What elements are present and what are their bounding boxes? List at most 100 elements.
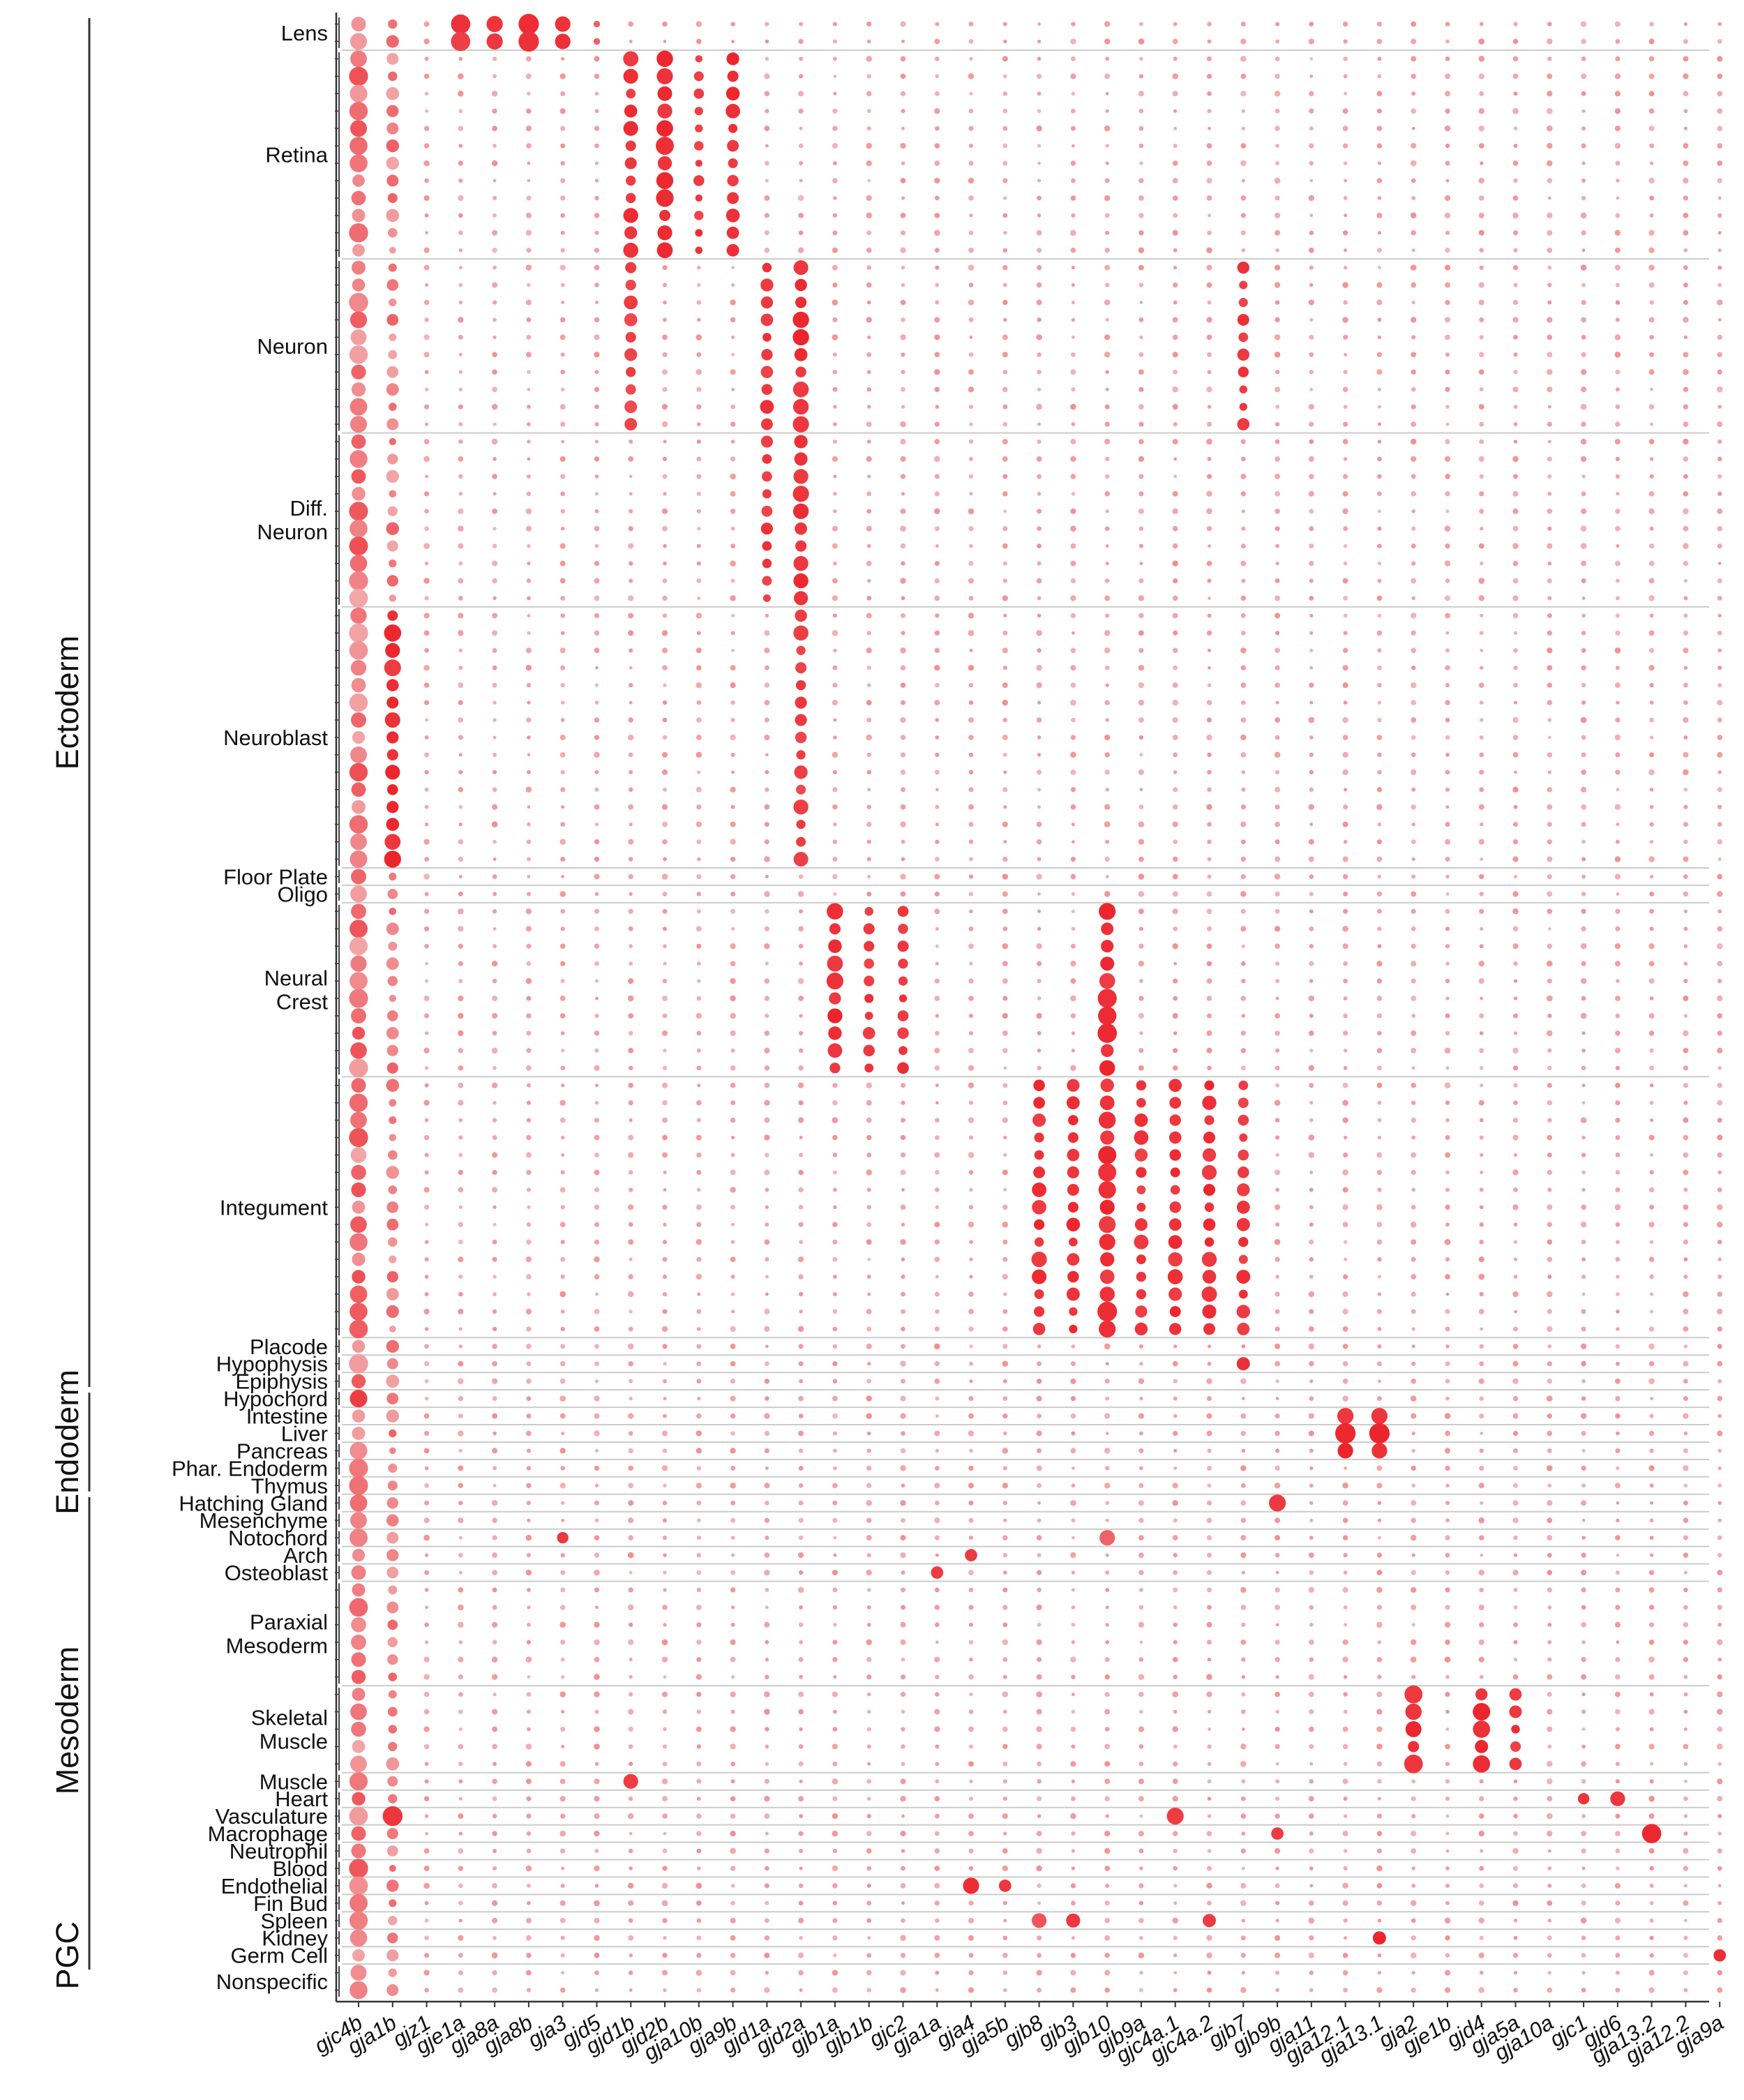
dot-mark [1138, 1621, 1145, 1628]
dot-mark [1275, 891, 1280, 897]
dot-mark [1037, 369, 1042, 375]
dot-mark [696, 1744, 702, 1749]
dot-mark [594, 1726, 600, 1732]
dot-mark [559, 1378, 566, 1384]
dot-mark [1411, 1135, 1416, 1140]
dot-mark [1066, 1913, 1081, 1928]
dot-mark [387, 1619, 398, 1630]
dot-mark [1309, 179, 1314, 183]
dot-mark [1138, 143, 1144, 149]
dot-mark [458, 700, 463, 705]
dot-mark [1376, 178, 1383, 183]
dot-mark [696, 943, 702, 949]
dot-mark [560, 665, 566, 670]
dot-mark [1445, 978, 1450, 984]
dot-mark [1037, 1413, 1042, 1418]
dot-mark [900, 1552, 906, 1559]
dot-mark [629, 39, 633, 44]
dot-mark [1037, 1935, 1042, 1941]
dot-mark [1037, 492, 1042, 496]
dot-mark [833, 91, 837, 96]
dot-mark [1648, 1430, 1655, 1437]
dot-mark [1002, 491, 1008, 497]
dot-mark [350, 1042, 367, 1059]
dot-mark [1236, 1357, 1250, 1371]
dot-mark [1547, 700, 1553, 705]
dot-mark [1547, 526, 1552, 531]
dot-mark [493, 74, 497, 79]
dot-mark [1479, 22, 1484, 27]
dot-mark [730, 1656, 736, 1663]
dot-mark [384, 624, 402, 642]
dot-mark [389, 333, 397, 341]
dot-mark [1581, 178, 1586, 183]
dot-mark [1105, 839, 1110, 844]
dot-mark [388, 227, 398, 238]
dot-mark [1513, 1031, 1518, 1035]
dot-mark [1173, 1884, 1178, 1888]
dot-mark [1509, 1705, 1522, 1718]
dot-mark [1206, 73, 1212, 79]
dot-mark [1168, 1235, 1182, 1250]
dot-mark [1037, 387, 1042, 391]
dot-mark [1240, 1413, 1247, 1419]
dot-mark [1309, 1762, 1314, 1766]
dot-mark [527, 613, 531, 617]
dot-mark [492, 909, 497, 914]
dot-mark [1138, 74, 1144, 79]
dot-mark [1070, 560, 1076, 567]
dot-mark [901, 1709, 905, 1714]
dot-mark [1105, 456, 1110, 461]
dot-mark [1168, 1131, 1182, 1144]
dot-mark [1241, 979, 1246, 984]
dot-mark [730, 752, 735, 757]
dot-mark [1138, 1431, 1143, 1436]
dot-mark [866, 1866, 871, 1871]
dot-mark [866, 1953, 871, 1958]
dot-mark [1104, 1448, 1111, 1454]
dot-mark [388, 71, 398, 82]
dot-mark [560, 1031, 565, 1035]
dot-mark [1683, 1814, 1688, 1818]
dot-mark [1717, 1326, 1722, 1332]
dot-mark [731, 1553, 735, 1557]
dot-mark [1309, 160, 1314, 166]
dot-mark [1138, 1848, 1144, 1854]
dot-mark [1238, 1149, 1249, 1161]
dot-mark [1071, 1049, 1075, 1053]
dot-mark [1376, 1465, 1383, 1471]
dot-mark [799, 126, 803, 130]
dot-mark [832, 804, 838, 810]
dot-mark [1037, 213, 1042, 218]
dot-mark [696, 543, 701, 548]
dot-mark [1411, 908, 1416, 914]
dot-mark [1002, 126, 1008, 131]
dot-mark [1376, 1587, 1383, 1593]
dot-mark [1036, 282, 1042, 288]
dot-mark [1138, 664, 1145, 671]
dot-mark [934, 491, 940, 497]
dot-mark [833, 492, 837, 496]
dot-mark [696, 439, 701, 444]
dot-mark [897, 1010, 909, 1021]
dot-mark [793, 591, 809, 606]
dot-mark [1547, 142, 1553, 149]
dot-mark [1172, 543, 1178, 549]
dot-mark [1002, 352, 1008, 358]
dot-mark [934, 108, 940, 114]
dot-mark [386, 418, 399, 430]
dot-mark [1037, 1587, 1042, 1593]
dot-mark [1410, 1534, 1417, 1541]
dot-mark [1002, 699, 1008, 706]
dot-mark [492, 474, 497, 479]
dot-mark [1377, 1275, 1381, 1279]
dot-mark [696, 717, 702, 723]
dot-mark [934, 1483, 940, 1489]
dot-mark [1138, 961, 1145, 967]
dot-mark [832, 1134, 838, 1141]
dot-mark [1275, 1709, 1279, 1714]
dot-mark [1099, 1252, 1115, 1267]
dot-mark [832, 213, 838, 218]
dot-mark [1512, 508, 1519, 514]
dot-mark [935, 1448, 940, 1453]
